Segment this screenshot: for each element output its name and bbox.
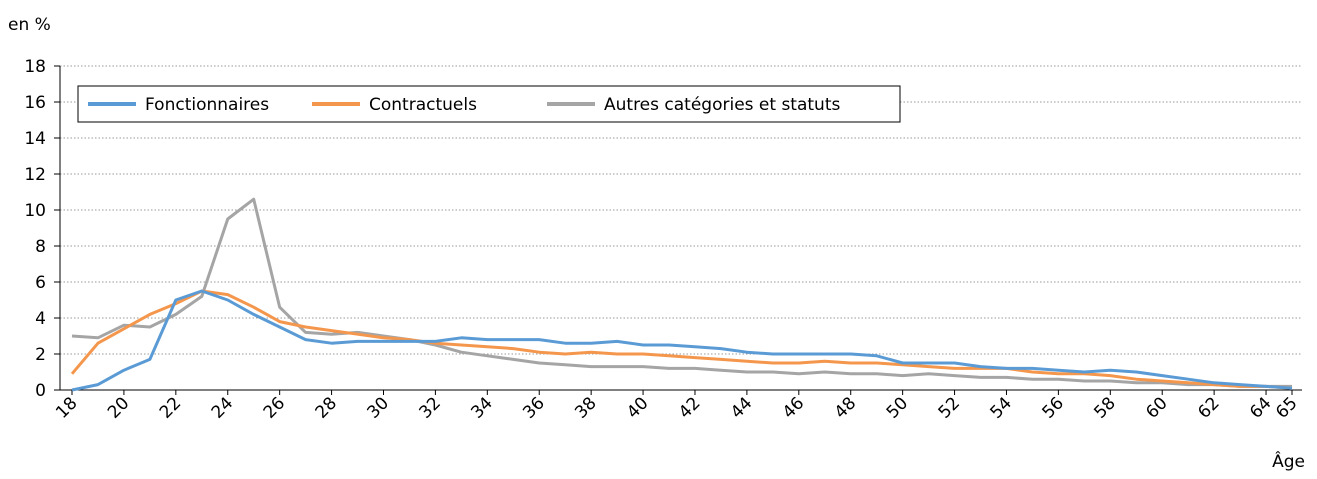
y-tick-label: 12 <box>24 165 46 185</box>
legend-label: Contractuels <box>369 95 477 115</box>
x-tick-label: 48 <box>831 393 860 422</box>
legend-box <box>77 85 901 123</box>
y-tick-label: 14 <box>24 129 46 149</box>
legend: Fonctionnaires Contractuels Autres catégor… <box>77 85 901 123</box>
x-tick-label: 42 <box>675 393 704 422</box>
x-tick-label: 20 <box>104 393 133 422</box>
y-axis-title: en % <box>8 15 51 35</box>
x-axis-title: Âge <box>1272 450 1305 472</box>
x-tick-label: 46 <box>779 393 808 422</box>
y-tick-label: 10 <box>24 201 46 221</box>
x-tick-label: 22 <box>156 393 185 422</box>
x-tick-label: 28 <box>312 393 341 422</box>
y-tick-label: 8 <box>35 237 46 257</box>
x-tick-label: 54 <box>987 393 1016 422</box>
x-tick-label: 52 <box>935 393 964 422</box>
x-tick-label: 60 <box>1142 393 1171 422</box>
y-tick-label: 6 <box>35 273 46 293</box>
x-tick-label: 62 <box>1194 393 1223 422</box>
y-tick-label: 4 <box>35 309 46 329</box>
x-tick-label: 65 <box>1272 393 1301 422</box>
x-tick-label: 38 <box>571 393 600 422</box>
y-tick-label: 0 <box>35 381 46 401</box>
x-tick-label: 40 <box>623 393 652 422</box>
x-tick-label: 32 <box>415 393 444 422</box>
x-tick-label: 18 <box>52 393 81 422</box>
x-tick-label: 26 <box>260 393 289 422</box>
x-tick-label: 56 <box>1038 393 1067 422</box>
line-series <box>71 289 1293 392</box>
x-tick-label: 50 <box>883 393 912 422</box>
y-tick-label: 18 <box>24 57 46 77</box>
x-tick-label: 58 <box>1090 393 1119 422</box>
x-tick-label: 30 <box>364 393 393 422</box>
x-tick-label: 24 <box>208 393 237 422</box>
line-series <box>71 197 1292 388</box>
legend-label: Autres catégories et statuts <box>604 95 840 115</box>
x-tick-label: 64 <box>1246 393 1275 422</box>
line-series <box>70 289 1293 390</box>
x-tick-label: 36 <box>519 393 548 422</box>
x-tick-label: 44 <box>727 393 756 422</box>
y-tick-label: 16 <box>24 93 46 113</box>
x-tick-label: 34 <box>467 393 496 422</box>
y-tick-label: 2 <box>35 345 46 365</box>
legend-label: Fonctionnaires <box>145 95 269 115</box>
